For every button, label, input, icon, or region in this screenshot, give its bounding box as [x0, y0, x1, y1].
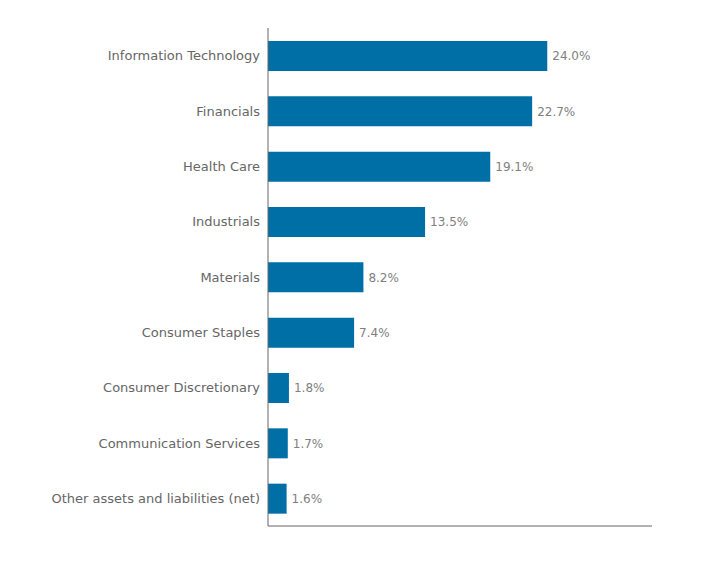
svg-text:13.5%: 13.5%: [430, 215, 468, 229]
svg-text:1.6%: 1.6%: [292, 492, 323, 506]
svg-text:1.8%: 1.8%: [294, 381, 325, 395]
svg-text:Financials: Financials: [196, 104, 260, 119]
svg-text:Industrials: Industrials: [192, 214, 260, 229]
svg-text:Consumer Discretionary: Consumer Discretionary: [103, 380, 260, 395]
svg-text:19.1%: 19.1%: [495, 160, 533, 174]
svg-text:Communication Services: Communication Services: [99, 436, 261, 451]
svg-text:24.0%: 24.0%: [552, 49, 590, 63]
svg-text:Information Technology: Information Technology: [108, 48, 261, 63]
svg-text:Health Care: Health Care: [183, 159, 260, 174]
svg-text:8.2%: 8.2%: [368, 271, 399, 285]
svg-text:1.7%: 1.7%: [293, 437, 324, 451]
svg-text:Consumer Staples: Consumer Staples: [142, 325, 261, 340]
svg-text:7.4%: 7.4%: [359, 326, 390, 340]
svg-text:Other assets and liabilities (: Other assets and liabilities (net): [51, 491, 260, 506]
svg-text:Materials: Materials: [200, 270, 260, 285]
svg-text:22.7%: 22.7%: [537, 105, 575, 119]
